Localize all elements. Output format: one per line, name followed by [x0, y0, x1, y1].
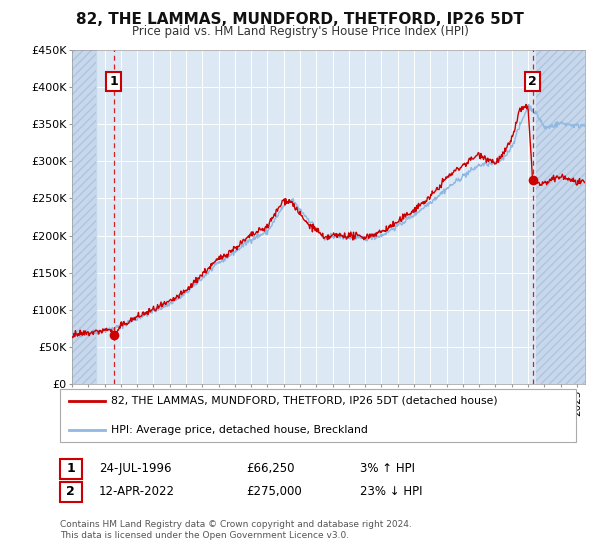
Text: 23% ↓ HPI: 23% ↓ HPI	[360, 485, 422, 498]
Text: 2: 2	[67, 485, 75, 498]
Text: Contains HM Land Registry data © Crown copyright and database right 2024.
This d: Contains HM Land Registry data © Crown c…	[60, 520, 412, 540]
Text: 3% ↑ HPI: 3% ↑ HPI	[360, 462, 415, 475]
Text: £275,000: £275,000	[246, 485, 302, 498]
Text: 82, THE LAMMAS, MUNDFORD, THETFORD, IP26 5DT (detached house): 82, THE LAMMAS, MUNDFORD, THETFORD, IP26…	[111, 396, 497, 406]
Text: 24-JUL-1996: 24-JUL-1996	[99, 462, 172, 475]
Bar	[72, 50, 97, 384]
Text: 1: 1	[67, 462, 75, 475]
Text: 1: 1	[109, 75, 118, 88]
Bar	[536, 50, 585, 384]
Bar	[72, 50, 97, 384]
Text: £66,250: £66,250	[246, 462, 295, 475]
Text: 2: 2	[528, 75, 537, 88]
Text: Price paid vs. HM Land Registry's House Price Index (HPI): Price paid vs. HM Land Registry's House …	[131, 25, 469, 38]
Bar	[536, 50, 585, 384]
Text: 12-APR-2022: 12-APR-2022	[99, 485, 175, 498]
Text: HPI: Average price, detached house, Breckland: HPI: Average price, detached house, Brec…	[111, 425, 368, 435]
Text: 82, THE LAMMAS, MUNDFORD, THETFORD, IP26 5DT: 82, THE LAMMAS, MUNDFORD, THETFORD, IP26…	[76, 12, 524, 27]
